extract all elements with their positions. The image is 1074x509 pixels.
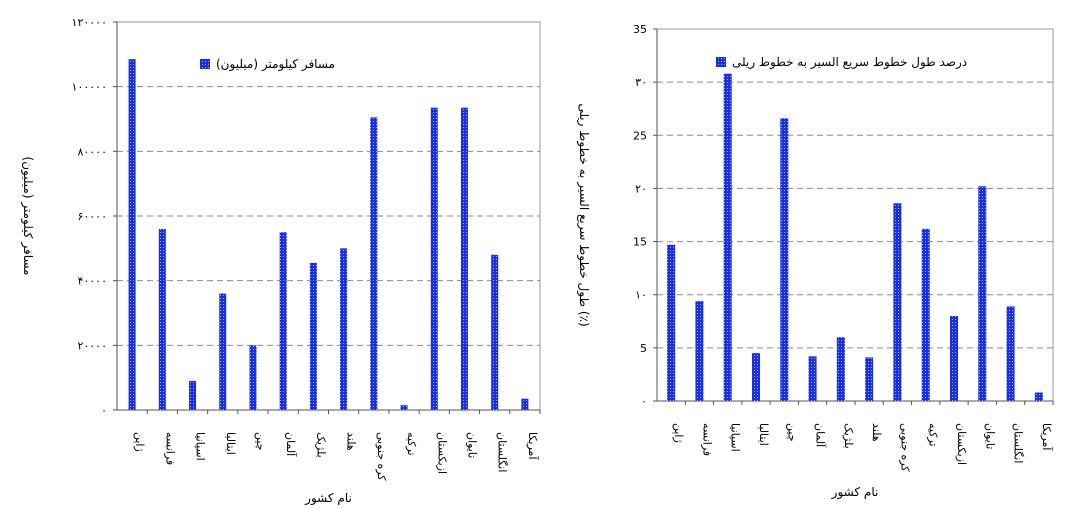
- x-axis-title: نام کشور: [304, 491, 352, 506]
- bar: [279, 232, 287, 410]
- bar: [836, 337, 845, 401]
- x-tick-label: کره جنوبی: [898, 423, 911, 472]
- bar: [695, 301, 704, 401]
- x-tick-label: انگلستان: [496, 432, 509, 472]
- x-tick-label: ترکیه: [405, 432, 418, 456]
- bar: [430, 107, 438, 410]
- y-axis-title: طول خطوط سریع السیر به خطوط ریلی (٪): [576, 103, 591, 326]
- chart-highspeed-share: ۰ 5 ۱۰ 15 ۲۰ 25 ۳۰ 35 ژاپن فرانسه اسپانیا ایتالیا چی…: [576, 23, 1054, 500]
- y-tick-label: ۲۰۰۰۰: [77, 339, 107, 352]
- bar: [667, 244, 676, 401]
- bar: [950, 315, 958, 401]
- bar: [249, 345, 257, 410]
- y-tick-label: 15: [633, 236, 647, 249]
- x-tick-label: آمریکا: [526, 432, 540, 460]
- bar: [521, 398, 529, 410]
- legend-swatch: [716, 57, 726, 67]
- bar: [1034, 392, 1043, 401]
- x-tick-label: تایوان: [465, 432, 478, 458]
- bar: [752, 353, 760, 401]
- y-axis-title: مسافر کیلومتر (میلیون): [20, 157, 35, 276]
- y-tick-label: ۴۰۰۰۰: [77, 275, 107, 288]
- bar: [978, 186, 987, 401]
- y-tick-label: ۳۰: [635, 76, 647, 89]
- x-tick-label: ژاپن: [133, 432, 146, 452]
- bar: [340, 248, 348, 410]
- bar: [189, 380, 197, 410]
- x-tick-label: انگلستان: [1012, 423, 1025, 463]
- x-tick-label: ایتالیا: [224, 432, 237, 455]
- x-axis-title: نام کشور: [831, 485, 879, 500]
- bar: [219, 293, 227, 410]
- x-tick-label: ازبکستان: [435, 432, 448, 474]
- x-tick-label: آلمان: [284, 432, 298, 457]
- x-tick-label: تایوان: [983, 423, 996, 449]
- x-tick-label: چین: [785, 423, 798, 442]
- chart-passenger-km: ۰ ۲۰۰۰۰ ۴۰۰۰۰ ۶۰۰۰۰ ۸۰۰۰۰ ۱۰۰۰۰۰ ۱۲۰۰۰۰ ژاپن فرا…: [20, 16, 541, 506]
- bar: [158, 228, 166, 410]
- x-tick-label: آلمان: [814, 423, 828, 448]
- bar: [893, 203, 902, 401]
- legend-swatch: [200, 59, 210, 69]
- bar: [1006, 306, 1015, 401]
- y-tick-label: ۱۲۰۰۰۰: [72, 16, 107, 29]
- y-tick-label: 5: [640, 342, 647, 355]
- x-tick-label: ژاپن: [672, 423, 685, 443]
- bar: [808, 356, 817, 401]
- x-tick-label: هلند: [870, 423, 883, 442]
- x-tick-label: چین: [254, 432, 267, 451]
- bar: [400, 405, 408, 410]
- bar: [309, 262, 317, 410]
- x-tick-label: بلژیک: [842, 423, 855, 449]
- x-tick-label: هلند: [345, 432, 358, 451]
- legend-label: درصد طول خطوط سریع السیر به خطوط ریلی: [732, 55, 967, 70]
- y-tick-label: ۱۰: [635, 289, 647, 302]
- bar: [370, 117, 378, 410]
- x-tick-label: ترکیه: [927, 423, 940, 447]
- bar: [491, 254, 499, 410]
- bar: [723, 73, 732, 401]
- x-tick-label: کره جنوبی: [375, 432, 388, 481]
- bar: [780, 118, 789, 401]
- y-tick-label: ۰: [641, 395, 647, 408]
- bar: [128, 59, 136, 410]
- y-tick-label: ۶۰۰۰۰: [77, 210, 107, 223]
- bar: [921, 228, 930, 401]
- x-tick-label: بلژیک: [314, 432, 327, 458]
- x-tick-label: اسپانیا: [194, 432, 207, 461]
- legend-label: مسافر کیلومتر (میلیون): [216, 57, 335, 72]
- y-tick-label: ۱۰۰۰۰۰: [72, 81, 107, 94]
- x-tick-label: ایتالیا: [757, 423, 770, 446]
- x-tick-label: فرانسه: [163, 432, 176, 465]
- y-tick-label: 25: [633, 129, 647, 142]
- y-tick-label: ۲۰: [635, 182, 647, 195]
- x-tick-label: آمریکا: [1040, 423, 1054, 451]
- bar: [865, 357, 874, 401]
- y-tick-label: ۰: [101, 404, 107, 417]
- bar: [460, 107, 468, 410]
- y-tick-label: 35: [633, 23, 647, 36]
- plot-area-frame: [656, 28, 1054, 402]
- x-tick-label: فرانسه: [700, 423, 713, 456]
- y-tick-label: ۸۰۰۰۰: [77, 145, 107, 158]
- x-tick-label: اسپانیا: [729, 423, 742, 452]
- x-tick-label: ازبکستان: [955, 423, 968, 465]
